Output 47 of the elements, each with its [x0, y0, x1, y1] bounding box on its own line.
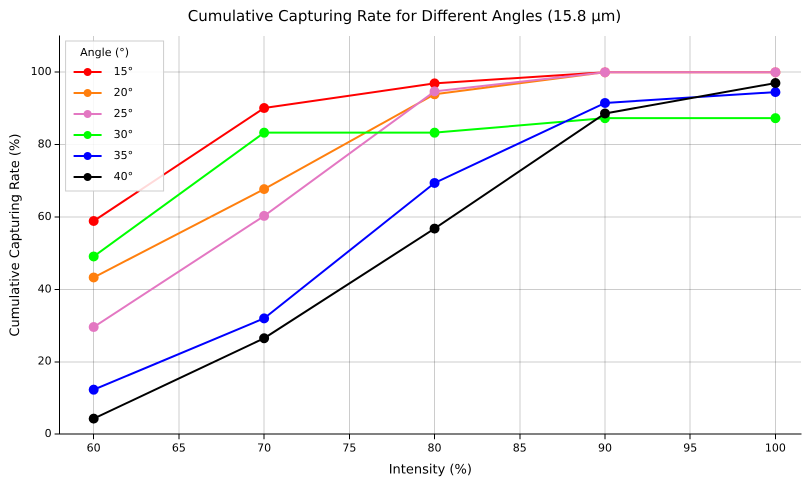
x-tick-label: 90: [598, 442, 612, 455]
x-tick-label: 85: [512, 442, 527, 455]
point: [430, 224, 440, 234]
point: [600, 108, 610, 118]
x-tick-label: 70: [257, 442, 272, 455]
point: [430, 178, 440, 188]
point: [88, 216, 99, 226]
point: [88, 272, 99, 282]
y-tick-label: 80: [38, 137, 52, 150]
legend-label: 40°: [114, 170, 134, 183]
point: [259, 128, 270, 138]
x-tick-label: 80: [428, 442, 442, 455]
legend-label: 15°: [114, 64, 134, 78]
x-tick-label: 60: [86, 442, 101, 455]
legend-label: 30°: [114, 128, 134, 141]
chart-title: Cumulative Capturing Rate for Different Angles (15.8 µm): [188, 6, 622, 25]
y-tick-label: 40: [38, 282, 52, 296]
point: [430, 86, 440, 96]
point: [259, 313, 270, 324]
point: [88, 384, 99, 395]
y-tick-label: 20: [38, 354, 52, 368]
x-tick-label: 75: [342, 442, 356, 455]
point: [88, 414, 99, 424]
y-tick-label: 100: [30, 65, 52, 78]
legend-label: 20°: [114, 86, 134, 99]
legend-label: 25°: [114, 106, 134, 120]
x-tick-label: 65: [172, 442, 186, 455]
point: [600, 98, 610, 108]
y-tick-label: 0: [44, 427, 52, 440]
point: [88, 251, 99, 262]
y-tick-label: 60: [38, 210, 52, 223]
x-tick-label: 95: [683, 442, 698, 455]
point: [259, 210, 270, 221]
y-axis-title: Cumulative Capturing Rate (%): [8, 134, 24, 337]
legend-title: Angle (°): [80, 46, 130, 59]
point: [770, 78, 780, 88]
x-axis-title: Intensity (%): [388, 462, 472, 478]
point: [770, 87, 780, 98]
point: [259, 333, 270, 344]
point: [770, 113, 780, 124]
point: [430, 78, 440, 88]
x-tick-label: 100: [764, 442, 786, 455]
point: [259, 184, 270, 194]
point: [430, 128, 440, 138]
point: [259, 103, 270, 114]
point: [88, 322, 99, 332]
legend-label: 35°: [114, 148, 134, 162]
